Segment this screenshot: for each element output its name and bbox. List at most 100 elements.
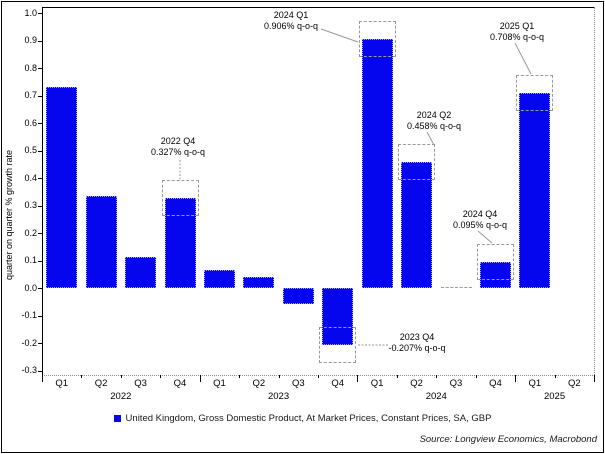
annotation-leader-line [426,131,435,146]
x-quarter-label: Q2 [410,378,423,389]
y-tick [38,315,42,317]
y-tick [38,205,42,207]
x-tick [436,375,438,378]
x-year-label: 2023 [267,391,290,402]
y-tick [38,288,42,289]
range-box [319,327,357,363]
x-tick [81,375,83,378]
plot-right-border [594,7,595,375]
y-tick [38,260,42,262]
y-tick [38,178,42,179]
annotation-value: 0.458% q-o-q [406,121,462,131]
x-tick [42,375,43,382]
annotation-value: 0.327% q-o-q [150,147,206,157]
annotation-callout: 2024 Q1 0.906% q-o-q [226,10,356,32]
bar [46,87,78,288]
bar [519,93,551,288]
bar [85,195,117,288]
y-tick-label: 0.9 [24,35,37,45]
y-tick-label: 0.4 [24,172,37,183]
x-quarter-label: Q2 [252,378,266,389]
legend: United Kingdom, Gross Domestic Product, … [0,411,605,425]
y-tick [38,123,42,124]
x-tick [515,375,517,382]
annotation-value: -0.207% q-o-q [388,343,446,353]
bar [164,198,196,288]
annotation-value: 0.095% q-o-q [452,220,508,230]
x-tick [357,375,359,382]
legend-label: United Kingdom, Gross Domestic Product, … [125,412,492,424]
y-tick [38,233,42,234]
annotation-quarter: 2022 Q4 [160,136,196,146]
y-axis-line [42,7,43,375]
x-tick [120,375,122,378]
bar [282,288,314,304]
range-box [516,75,554,112]
y-tick-label: -0.3 [21,365,37,375]
y-tick-label: 0.2 [24,227,37,238]
x-tick [396,375,398,378]
annotation-callout: 2024 Q2 0.458% q-o-q [369,110,499,132]
y-tick-label: 0.8 [24,62,37,73]
annotation-leader-line [514,42,532,75]
x-quarter-label: Q4 [331,378,345,389]
x-tick [475,375,477,378]
range-box [161,180,199,216]
x-year-label: 2024 [425,391,447,402]
y-tick-label: 1.0 [24,7,37,18]
x-quarter-label: Q2 [94,378,108,389]
range-box [398,144,436,180]
x-tick [239,375,241,378]
x-quarter-label: Q2 [567,378,581,389]
annotation-quarter: 2024 Q2 [416,110,452,120]
annotation-value: 0.906% q-o-q [263,21,319,31]
legend-swatch-icon [113,414,121,422]
y-tick-label: 0.3 [24,200,37,210]
x-year-label: 2022 [110,391,132,402]
x-tick [278,375,280,378]
y-tick [38,68,42,69]
x-quarter-label: Q1 [55,378,69,389]
x-tick [594,375,595,382]
y-tick [38,343,42,344]
x-quarter-label: Q3 [134,378,147,389]
annotation-callout: 2025 Q1 0.708% q-o-q [452,21,582,43]
bar [479,261,511,288]
x-quarter-label: Q1 [213,378,226,389]
y-tick-label: 0.0 [24,282,37,293]
x-tick [199,375,201,382]
y-tick [38,40,42,42]
bar [125,257,157,288]
y-tick [38,95,42,97]
annotation-callout: 2022 Q4 0.327% q-o-q [113,136,243,158]
y-tick-label: 0.1 [24,255,37,265]
bar [361,38,393,288]
x-quarter-label: Q3 [291,378,305,389]
x-tick [318,375,319,378]
x-quarter-label: Q4 [173,378,187,389]
x-quarter-label: Q4 [489,378,502,389]
x-tick [160,375,162,378]
range-box [476,244,514,280]
bar [243,277,275,288]
bar [203,270,235,288]
x-tick [554,375,556,378]
source-text: Source: Longview Economics, Macrobond [419,434,597,445]
range-box [358,20,396,57]
y-tick [38,13,42,14]
x-quarter-label: Q1 [528,378,542,389]
annotation-callout: 2023 Q4 -0.207% q-o-q [352,332,482,354]
y-tick [38,370,42,372]
zero-value-bar [440,287,472,288]
annotation-value: 0.708% q-o-q [489,32,545,42]
bar [322,288,354,345]
plot-top-border [42,7,595,8]
annotation-quarter: 2024 Q4 [462,209,498,219]
y-tick [38,150,42,152]
y-tick-label: -0.1 [21,310,37,320]
y-tick-label: -0.2 [21,337,37,348]
bar [401,162,433,288]
annotation-callout: 2024 Q4 0.095% q-o-q [415,209,545,231]
y-tick-label: 0.6 [24,117,37,128]
